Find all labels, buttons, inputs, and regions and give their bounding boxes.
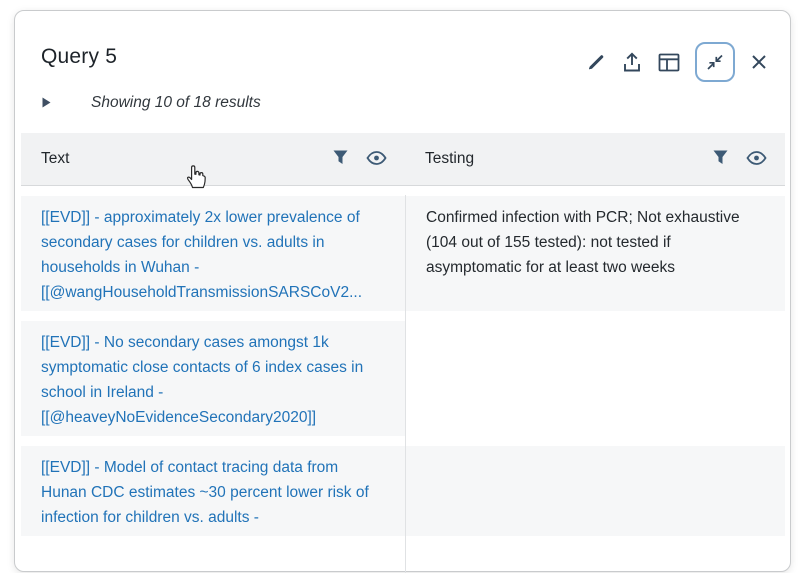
table-body: [[EVD]] - approximately 2x lower prevale… xyxy=(21,196,785,536)
eye-icon xyxy=(366,150,387,168)
results-table: Text xyxy=(21,133,785,573)
eye-icon xyxy=(746,150,767,168)
close-button[interactable] xyxy=(750,53,768,71)
evidence-link-text[interactable]: [[EVD]] - Model of contact tracing data … xyxy=(21,446,405,536)
filter-icon xyxy=(332,149,349,169)
evidence-link-text[interactable]: [[EVD]] - approximately 2x lower prevale… xyxy=(21,196,405,311)
column-label: Testing xyxy=(425,150,475,167)
column-divider xyxy=(405,195,406,573)
edit-button[interactable] xyxy=(586,52,606,72)
close-icon xyxy=(750,53,768,71)
collapse-button[interactable] xyxy=(695,42,735,82)
visibility-button-testing[interactable] xyxy=(746,150,767,168)
collapse-inward-icon xyxy=(705,52,725,72)
upload-icon xyxy=(621,51,643,74)
results-toggle[interactable] xyxy=(42,97,51,108)
disclosure-triangle-icon xyxy=(42,97,51,108)
testing-cell: Confirmed infection with PCR; Not exhaus… xyxy=(406,196,785,311)
panel-toolbar xyxy=(586,39,768,85)
export-button[interactable] xyxy=(621,51,643,74)
query-results-panel: Query 5 xyxy=(14,10,791,573)
filter-button-text[interactable] xyxy=(332,149,349,169)
evidence-link-text[interactable]: [[EVD]] - No secondary cases amongst 1k … xyxy=(21,321,405,436)
table-row: [[EVD]] - No secondary cases amongst 1k … xyxy=(21,321,785,436)
table-row: [[EVD]] - approximately 2x lower prevale… xyxy=(21,196,785,311)
table-icon xyxy=(658,53,680,72)
column-header-testing: Testing xyxy=(405,133,785,185)
testing-cell xyxy=(406,446,785,536)
column-header-text: Text xyxy=(21,133,405,185)
filter-button-testing[interactable] xyxy=(712,149,729,169)
visibility-button-text[interactable] xyxy=(366,150,387,168)
panel-title: Query 5 xyxy=(41,45,118,68)
testing-cell xyxy=(406,321,785,436)
table-row: [[EVD]] - Model of contact tracing data … xyxy=(21,446,785,536)
results-summary: Showing 10 of 18 results xyxy=(91,94,261,111)
filter-icon xyxy=(712,149,729,169)
table-header-row: Text xyxy=(21,133,785,186)
pencil-icon xyxy=(586,52,606,72)
screenshot-stage: Query 5 xyxy=(14,10,791,573)
column-label: Text xyxy=(41,150,70,167)
table-view-button[interactable] xyxy=(658,53,680,72)
